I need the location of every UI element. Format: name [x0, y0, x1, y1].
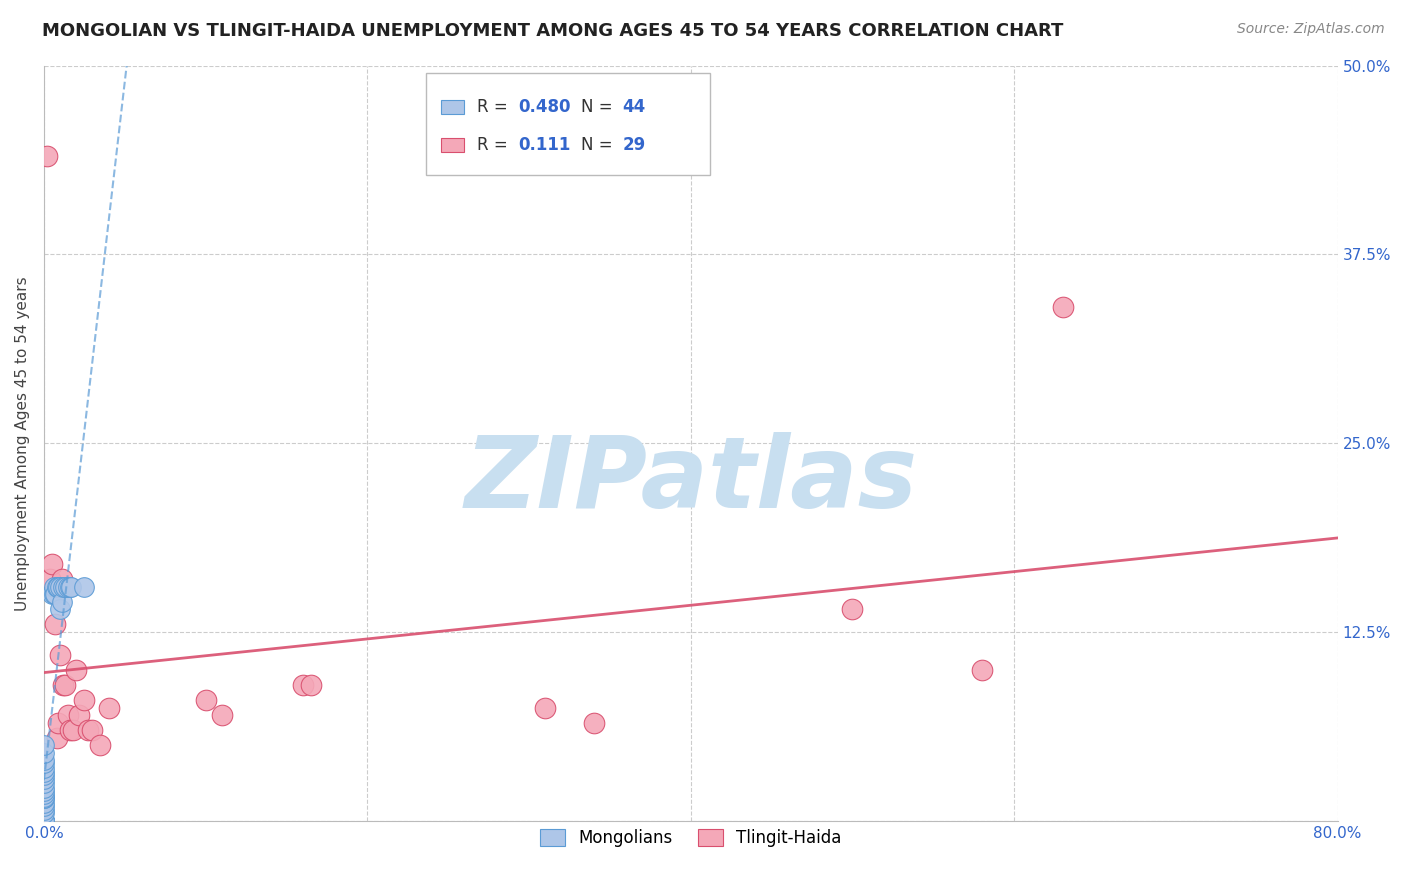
- Point: [32, 814, 55, 828]
- Point: [49, 602, 72, 616]
- Point: [32, 803, 55, 817]
- Text: ZIPatlas: ZIPatlas: [464, 433, 917, 530]
- Point: [841, 602, 863, 616]
- Point: [52, 678, 75, 692]
- Point: [32, 739, 55, 753]
- Point: [32, 765, 55, 780]
- Point: [37, 149, 59, 163]
- FancyBboxPatch shape: [441, 138, 464, 152]
- Point: [32, 756, 55, 771]
- Point: [291, 678, 314, 692]
- Point: [69, 708, 91, 723]
- Point: [211, 708, 233, 723]
- Point: [32, 791, 55, 805]
- FancyBboxPatch shape: [426, 73, 710, 175]
- Point: [32, 814, 55, 828]
- Point: [32, 791, 55, 805]
- FancyBboxPatch shape: [441, 100, 464, 114]
- Point: [62, 723, 84, 738]
- Point: [65, 663, 87, 677]
- Point: [51, 595, 73, 609]
- Point: [53, 678, 76, 692]
- Point: [59, 723, 82, 738]
- Point: [73, 580, 96, 594]
- Point: [32, 789, 55, 804]
- Text: R =: R =: [477, 98, 513, 116]
- Point: [194, 693, 217, 707]
- Point: [32, 814, 55, 828]
- Point: [59, 580, 82, 594]
- Point: [32, 814, 55, 828]
- Point: [53, 580, 76, 594]
- Text: N =: N =: [581, 136, 617, 154]
- Y-axis label: Unemployment Among Ages 45 to 54 years: Unemployment Among Ages 45 to 54 years: [15, 276, 30, 610]
- Point: [73, 693, 96, 707]
- Point: [32, 796, 55, 810]
- Point: [32, 814, 55, 828]
- Point: [51, 572, 73, 586]
- Point: [60, 580, 83, 594]
- Point: [41, 557, 63, 571]
- Point: [82, 723, 104, 738]
- Point: [97, 700, 120, 714]
- Point: [44, 617, 66, 632]
- Point: [39, 572, 62, 586]
- Point: [45, 580, 67, 594]
- Point: [48, 580, 70, 594]
- Point: [42, 587, 65, 601]
- Point: [32, 761, 55, 775]
- Text: 44: 44: [623, 98, 645, 116]
- Point: [42, 580, 65, 594]
- Point: [56, 580, 79, 594]
- Point: [32, 787, 55, 801]
- Point: [32, 783, 55, 797]
- Point: [32, 814, 55, 828]
- Legend: Mongolians, Tlingit-Haida: Mongolians, Tlingit-Haida: [533, 822, 848, 854]
- Point: [32, 814, 55, 828]
- Point: [32, 753, 55, 767]
- Point: [56, 708, 79, 723]
- Point: [32, 814, 55, 828]
- Point: [32, 746, 55, 760]
- Text: N =: N =: [581, 98, 617, 116]
- Point: [49, 648, 72, 662]
- Point: [32, 780, 55, 795]
- Point: [44, 587, 66, 601]
- Point: [76, 723, 98, 738]
- Point: [45, 731, 67, 745]
- Point: [32, 806, 55, 821]
- Point: [52, 580, 75, 594]
- Text: R =: R =: [477, 136, 519, 154]
- Point: [32, 814, 55, 828]
- Point: [48, 715, 70, 730]
- Point: [41, 587, 63, 601]
- Point: [1052, 300, 1074, 314]
- Text: MONGOLIAN VS TLINGIT-HAIDA UNEMPLOYMENT AMONG AGES 45 TO 54 YEARS CORRELATION CH: MONGOLIAN VS TLINGIT-HAIDA UNEMPLOYMENT …: [42, 22, 1063, 40]
- Point: [89, 739, 111, 753]
- Point: [32, 776, 55, 790]
- Text: 0.480: 0.480: [519, 98, 571, 116]
- Text: Source: ZipAtlas.com: Source: ZipAtlas.com: [1237, 22, 1385, 37]
- Text: 29: 29: [623, 136, 645, 154]
- Point: [299, 678, 322, 692]
- Point: [970, 663, 993, 677]
- Point: [32, 772, 55, 786]
- Point: [32, 798, 55, 813]
- Point: [49, 580, 72, 594]
- Point: [32, 768, 55, 782]
- Point: [32, 814, 55, 828]
- Point: [534, 700, 557, 714]
- Text: 0.111: 0.111: [519, 136, 571, 154]
- Point: [582, 715, 605, 730]
